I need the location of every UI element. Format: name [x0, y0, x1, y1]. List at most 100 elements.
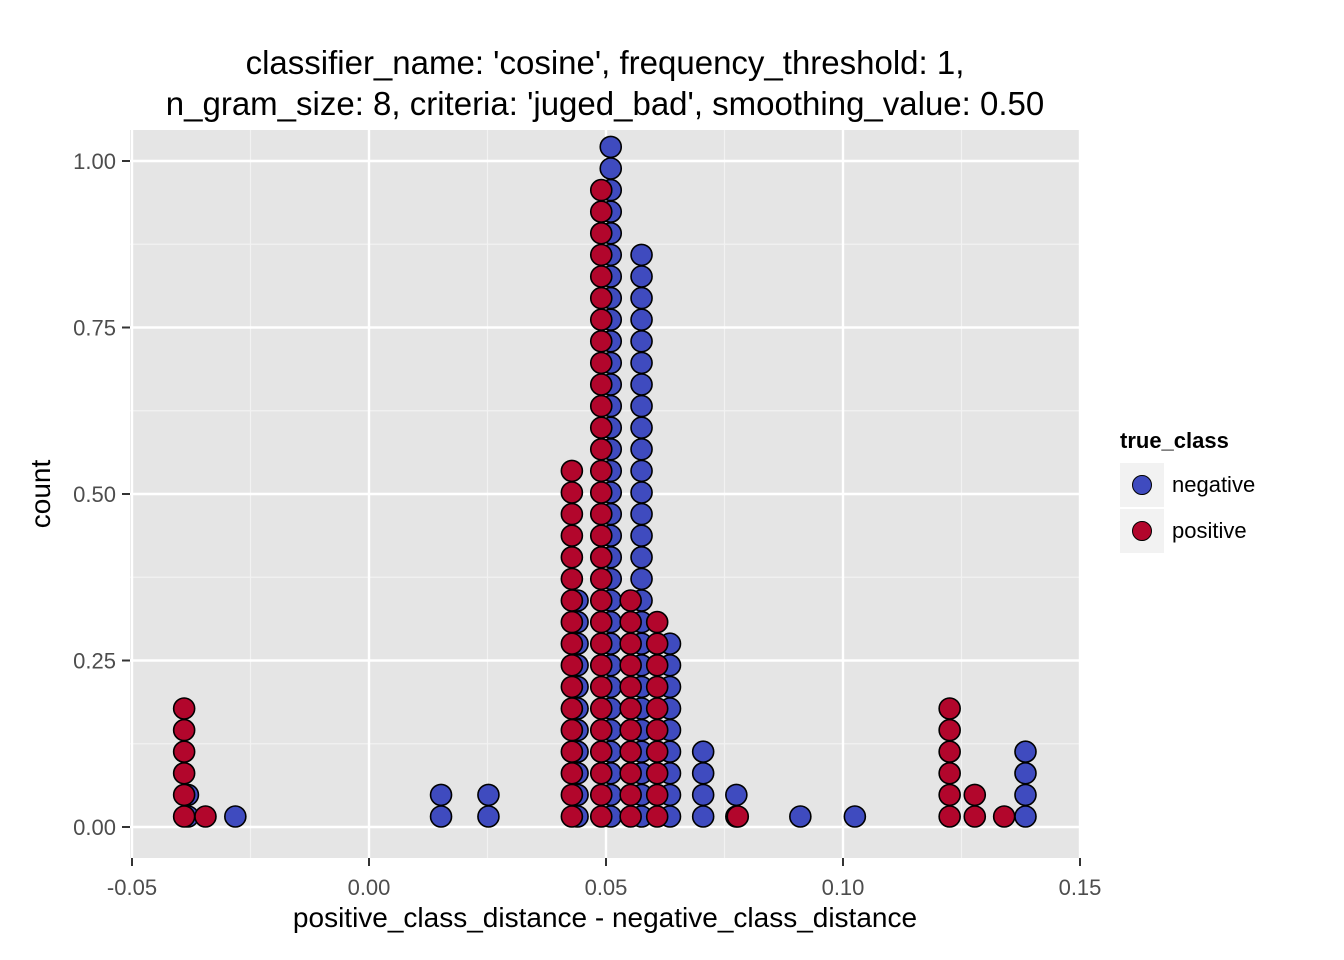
dot-positive [938, 761, 961, 785]
dot-positive [963, 805, 987, 828]
dot-positive [645, 675, 669, 699]
dot-positive [194, 805, 217, 828]
dot-positive [726, 805, 750, 828]
dot-positive [619, 632, 642, 656]
x-tick-label: 0.15 [1059, 875, 1102, 900]
dot-negative [630, 373, 653, 396]
x-axis: -0.05 0.00 0.05 0.10 0.15 [107, 858, 1101, 900]
x-tick-label: 0.05 [585, 875, 628, 900]
dot-positive [645, 783, 669, 807]
dot-positive [938, 718, 961, 742]
dot-negative [691, 761, 715, 785]
dot-positive [589, 675, 613, 699]
dot-positive [963, 783, 987, 807]
dot-negative [691, 783, 715, 807]
dot-positive [172, 697, 196, 720]
dot-positive [619, 783, 642, 807]
dot-positive [589, 761, 613, 785]
dot-positive [619, 740, 642, 764]
dot-negative [843, 805, 867, 828]
dot-positive [560, 805, 584, 828]
dot-negative [429, 783, 453, 807]
dot-positive [645, 632, 669, 656]
dot-negative [630, 243, 653, 267]
dot-negative [224, 805, 247, 828]
dot-positive [589, 265, 613, 288]
legend-key-positive [1120, 509, 1164, 553]
dot-positive [589, 394, 613, 418]
y-axis: 0.00 0.25 0.50 0.75 1.00 [73, 149, 130, 840]
dot-negative [630, 329, 653, 353]
legend: true_class negative positive [1120, 428, 1255, 554]
dot-negative [1014, 783, 1037, 807]
dot-positive [589, 718, 613, 742]
dot-positive [560, 761, 584, 785]
dot-negative [630, 394, 653, 418]
y-tick-label: 0.00 [73, 815, 116, 840]
dot-positive [938, 697, 961, 720]
dot-positive [938, 805, 961, 828]
chart-title-line-2: n_gram_size: 8, criteria: 'juged_bad', s… [165, 85, 1045, 122]
dot-negative [630, 351, 653, 375]
dot-positive [172, 783, 196, 807]
dot-positive [560, 524, 584, 548]
dot-positive [589, 524, 613, 548]
x-axis-label: positive_class_distance - negative_class… [292, 902, 918, 933]
dot-positive [589, 286, 613, 310]
dot-positive [560, 481, 584, 504]
legend-title: true_class [1120, 428, 1229, 453]
dot-positive [589, 200, 613, 223]
dot-negative [630, 459, 653, 483]
dot-negative [599, 135, 623, 159]
dot-negative [1014, 805, 1037, 828]
dot-positive [589, 632, 613, 656]
dot-negative [630, 567, 653, 591]
dot-positive [589, 697, 613, 720]
dot-negative [691, 740, 715, 764]
dot-positive [589, 653, 613, 677]
dot-negative [630, 308, 653, 332]
dot-negative [630, 545, 653, 569]
dot-positive [645, 610, 669, 634]
dot-negative [1014, 761, 1037, 785]
legend-label-negative: negative [1172, 472, 1256, 497]
dot-positive [560, 675, 584, 699]
legend-key-negative [1120, 463, 1164, 507]
dot-positive [172, 805, 196, 828]
dot-negative [691, 805, 715, 828]
dot-positive [589, 373, 613, 396]
dot-positive [172, 761, 196, 785]
x-tick-label: -0.05 [107, 875, 157, 900]
dot-positive [560, 718, 584, 742]
dot-positive [645, 761, 669, 785]
y-tick-label: 1.00 [73, 149, 116, 174]
dot-positive [589, 481, 613, 504]
dot-positive [619, 653, 642, 677]
dot-positive [589, 329, 613, 353]
dot-positive [560, 545, 584, 569]
dot-negative [630, 524, 653, 548]
dot-positive [589, 545, 613, 569]
dot-positive [619, 675, 642, 699]
dot-negative [630, 437, 653, 461]
dot-positive [589, 178, 613, 202]
dot-positive [560, 632, 584, 656]
chart-title-line-1: classifier_name: 'cosine', frequency_thr… [245, 44, 965, 81]
dot-positive [619, 697, 642, 720]
dots-layer [172, 135, 1037, 828]
dot-positive [589, 308, 613, 332]
y-tick-label: 0.25 [73, 649, 116, 674]
x-tick-label: 0.00 [348, 875, 391, 900]
dot-negative [599, 157, 623, 180]
dot-positive [645, 653, 669, 677]
dot-positive [560, 610, 584, 634]
dot-negative [630, 502, 653, 526]
dot-negative [477, 805, 500, 828]
dot-positive [589, 416, 613, 440]
dot-positive [589, 783, 613, 807]
legend-item-positive: positive [1120, 508, 1255, 554]
legend-dot-positive-icon [1132, 521, 1152, 541]
dot-positive [645, 697, 669, 720]
dot-positive [589, 567, 613, 591]
dot-positive [938, 740, 961, 764]
